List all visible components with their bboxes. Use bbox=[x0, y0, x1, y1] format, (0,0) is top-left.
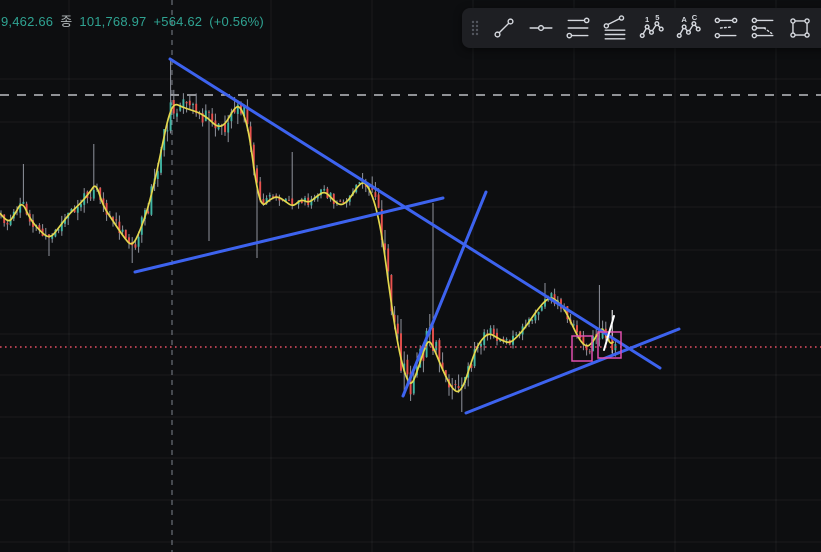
elliott-impulse-wave-icon: 1 5 bbox=[639, 15, 665, 41]
tool-trend-based-fib[interactable] bbox=[596, 11, 633, 45]
tool-elliott-correction-wave[interactable]: A C bbox=[670, 11, 707, 45]
symbol-close-label: 종 bbox=[60, 14, 73, 29]
tool-trend-line[interactable] bbox=[485, 11, 522, 45]
tool-fib-retracement[interactable] bbox=[559, 11, 596, 45]
white-mini-trendline[interactable] bbox=[603, 315, 615, 351]
drag-handle-icon[interactable] bbox=[467, 16, 483, 40]
tool-elliott-impulse-wave[interactable]: 1 5 bbox=[633, 11, 670, 45]
price-readout: 9,462.66 종 101,768.97 +564.62 (+0.56%) bbox=[1, 11, 264, 30]
moving-average-line bbox=[0, 103, 615, 393]
trend-based-fib-icon bbox=[602, 15, 628, 41]
svg-text:C: C bbox=[691, 15, 697, 22]
parallel-channel-icon bbox=[713, 15, 739, 41]
svg-text:A: A bbox=[681, 15, 687, 24]
horizontal-line-icon bbox=[528, 15, 554, 41]
rectangle-icon bbox=[787, 15, 813, 41]
candlestick-series bbox=[0, 60, 617, 412]
fib-retracement-icon bbox=[565, 15, 591, 41]
tool-horizontal-line[interactable] bbox=[522, 11, 559, 45]
svg-text:1: 1 bbox=[644, 15, 648, 24]
trend-line-icon bbox=[491, 15, 517, 41]
tool-rectangle[interactable] bbox=[781, 11, 818, 45]
highlight-box[interactable] bbox=[571, 335, 593, 362]
price-value-main: 101,768.97 bbox=[79, 14, 147, 29]
price-change: +564.62 bbox=[153, 14, 203, 29]
price-change-pct: (+0.56%) bbox=[209, 14, 264, 29]
descending-trendline[interactable] bbox=[168, 57, 662, 370]
steep-ascending-trendline[interactable] bbox=[401, 190, 488, 398]
disjoint-channel-icon bbox=[750, 15, 776, 41]
svg-text:5: 5 bbox=[655, 15, 659, 22]
tool-disjoint-channel[interactable] bbox=[744, 11, 781, 45]
lower-ascending-trendline[interactable] bbox=[464, 327, 681, 415]
price-value-left: 9,462.66 bbox=[1, 14, 54, 29]
drawing-toolbar: 1 5 A C bbox=[462, 8, 821, 48]
elliott-correction-wave-icon: A C bbox=[676, 15, 702, 41]
ascending-trendline[interactable] bbox=[133, 196, 445, 274]
tool-parallel-channel[interactable] bbox=[707, 11, 744, 45]
